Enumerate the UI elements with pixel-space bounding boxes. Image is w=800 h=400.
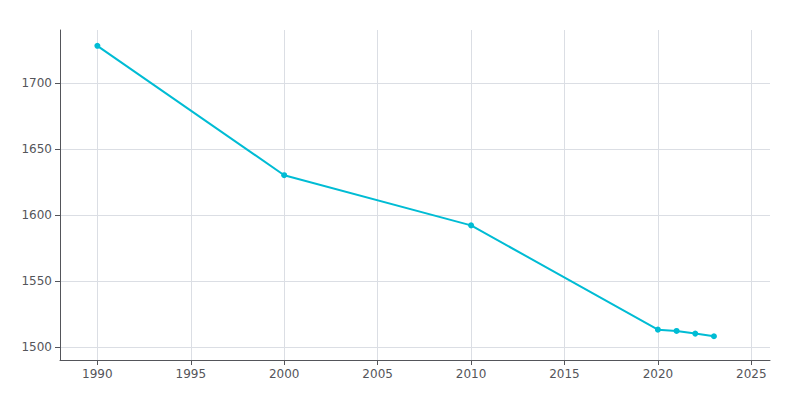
svg-text:1700: 1700: [21, 76, 52, 90]
svg-text:2000: 2000: [269, 367, 300, 381]
svg-text:1650: 1650: [21, 142, 52, 156]
svg-text:2005: 2005: [362, 367, 393, 381]
svg-text:2020: 2020: [643, 367, 674, 381]
svg-text:1500: 1500: [21, 340, 52, 354]
svg-text:1995: 1995: [176, 367, 207, 381]
svg-text:1990: 1990: [82, 367, 113, 381]
svg-text:1550: 1550: [21, 274, 52, 288]
svg-text:2025: 2025: [736, 367, 767, 381]
svg-text:1600: 1600: [21, 208, 52, 222]
svg-text:2010: 2010: [456, 367, 487, 381]
svg-text:2015: 2015: [549, 367, 580, 381]
